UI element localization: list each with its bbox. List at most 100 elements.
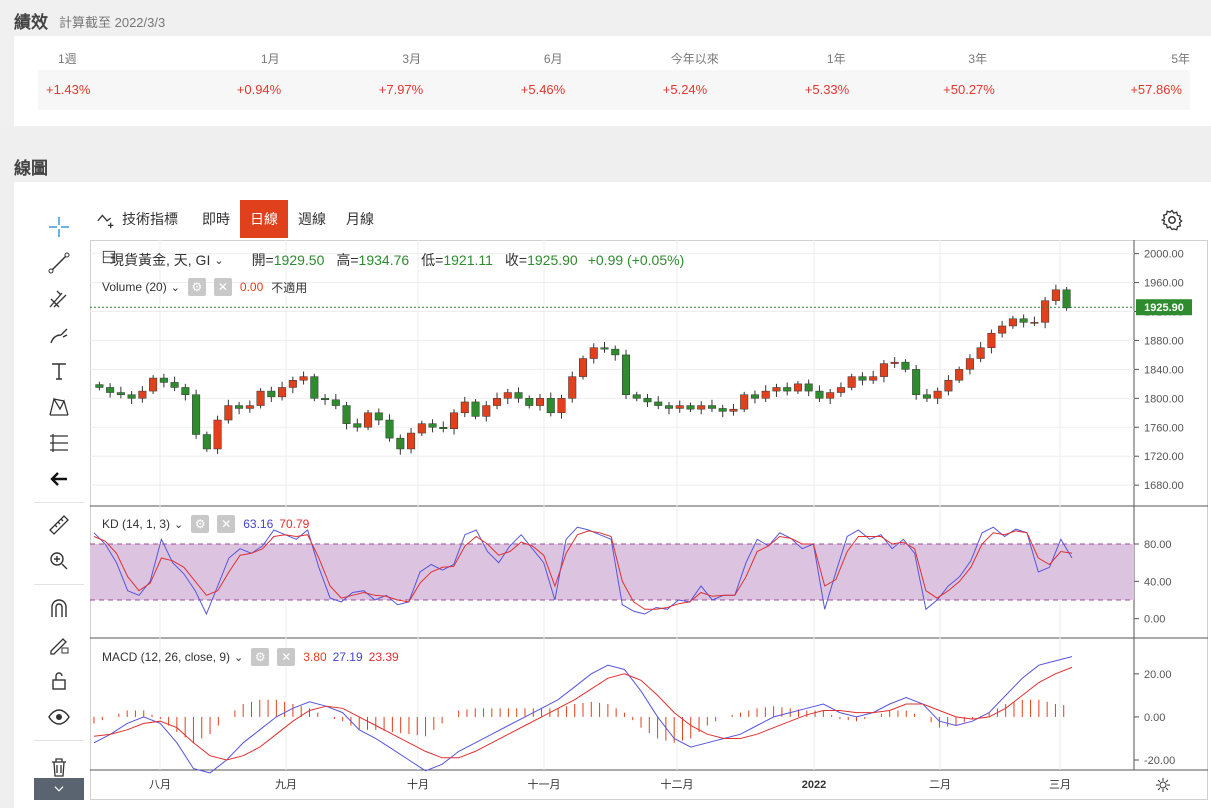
close-icon[interactable]: ✕ — [277, 648, 296, 666]
macd-line — [93, 656, 1073, 774]
period-label: 1月 — [260, 52, 280, 66]
drawing-toolbar — [34, 204, 84, 804]
candle-body — [267, 390, 276, 398]
period-value: +1.43% — [46, 82, 91, 97]
candle-body — [1041, 300, 1050, 323]
candle-body — [213, 419, 222, 450]
zoom-in-icon[interactable] — [46, 548, 72, 574]
indicator-settings-icon[interactable]: ⚙ — [191, 515, 210, 533]
volume-note: 不適用 — [271, 280, 308, 295]
indicator-settings-icon[interactable]: ⚙ — [251, 648, 270, 666]
candle-body — [471, 401, 480, 417]
candle-body — [170, 382, 179, 388]
candle-body — [686, 405, 695, 410]
magnet-icon[interactable] — [46, 596, 72, 622]
candle-body — [890, 361, 899, 364]
chart-settings-button[interactable] — [1160, 208, 1184, 232]
chevron-down-icon[interactable]: ⌄ — [234, 651, 244, 664]
eye-icon[interactable] — [46, 704, 72, 730]
candle-body — [181, 387, 190, 395]
period-label: 1年 — [826, 52, 846, 66]
back-arrow-icon[interactable] — [46, 466, 72, 492]
candle-body — [772, 387, 781, 392]
last-price-tag — [1136, 299, 1192, 316]
y-tick-label: 80.00 — [1144, 539, 1172, 551]
interval-daily-button[interactable]: 日線 — [240, 200, 288, 238]
lock-drawing-icon[interactable] — [46, 632, 72, 658]
kd-band — [90, 544, 1134, 600]
chart-area[interactable]: 八月九月十月十一月十二月2022二月三月2000.001960.001920.0… — [90, 240, 1208, 800]
brush-icon[interactable] — [46, 322, 72, 348]
candle-body — [944, 379, 953, 392]
pattern-icon[interactable] — [46, 394, 72, 420]
toolbar-scroll-down-button[interactable] — [34, 778, 84, 800]
interval-weekly-button[interactable]: 週線 — [298, 211, 326, 227]
chart-canvas[interactable]: 八月九月十月十一月十二月2022二月三月2000.001960.001920.0… — [90, 240, 1208, 800]
crosshair-icon[interactable] — [46, 214, 72, 240]
time-axis-settings-icon[interactable] — [1156, 778, 1170, 792]
candle-body — [342, 405, 351, 424]
candle-body — [643, 398, 652, 403]
candle-body — [127, 394, 136, 399]
candle-body — [654, 401, 663, 406]
macd-name[interactable]: MACD (12, 26, close, 9) — [102, 650, 231, 664]
period-value: +5.46% — [520, 82, 566, 97]
high-value: 1934.76 — [358, 252, 410, 268]
indicator-settings-icon[interactable]: ⚙ — [187, 278, 206, 296]
candle-body — [578, 358, 588, 377]
candle-body — [525, 398, 534, 406]
candle-body — [847, 376, 856, 388]
candle-body — [729, 408, 738, 412]
candle-body — [245, 405, 254, 409]
chevron-down-icon[interactable]: ⌄ — [174, 518, 184, 531]
kd-name[interactable]: KD (14, 1, 3) — [102, 517, 171, 531]
candle-body — [632, 394, 641, 399]
fib-retracement-icon[interactable] — [46, 430, 72, 456]
candle-body — [1019, 318, 1028, 323]
chart-frame — [90, 240, 1208, 800]
open-value: 1929.50 — [273, 252, 325, 268]
candle-body — [450, 412, 459, 429]
toolbar-divider — [34, 740, 84, 741]
candle-body — [535, 398, 545, 406]
candle-body — [804, 383, 813, 392]
candle-body — [740, 394, 749, 410]
interval-realtime-button[interactable]: 即時 — [202, 211, 230, 227]
text-tool-icon[interactable] — [46, 358, 72, 384]
trend-line-icon[interactable] — [46, 250, 72, 276]
last-price-label: 1925.90 — [1144, 302, 1184, 314]
chevron-down-icon[interactable]: ⌄ — [170, 281, 180, 294]
candle-body — [106, 387, 115, 393]
candle-body — [353, 423, 362, 428]
candle-body — [310, 376, 319, 399]
kd-legend: KD (14, 1, 3) ⌄ ⚙ ✕ 63.16 70.79 — [102, 515, 309, 533]
candle-body — [557, 398, 566, 414]
candle-body — [1008, 318, 1017, 327]
ruler-icon[interactable] — [46, 512, 72, 538]
performance-section: 績效 計算截至 2022/3/3 1週 1月 3月 6月 今年以來 1年 3年 … — [0, 0, 1211, 128]
performance-subtitle: 計算截至 2022/3/3 — [59, 15, 166, 30]
symbol-label[interactable]: 現貨黃金, 天, GI — [110, 252, 211, 268]
candle-body — [922, 394, 931, 399]
candle-body — [826, 392, 835, 399]
candle-body — [439, 427, 448, 429]
change-value: +0.99 (+0.05%) — [587, 252, 685, 268]
indicators-button[interactable]: 技術指標 — [96, 208, 178, 230]
close-icon[interactable]: ✕ — [213, 278, 232, 296]
high-label: 高= — [336, 252, 359, 268]
y-tick-label: 40.00 — [1144, 576, 1172, 588]
trash-icon[interactable] — [46, 754, 72, 780]
chart-toolbar: 技術指標 即時 日線 週線 月線 — [96, 200, 384, 238]
volume-name[interactable]: Volume (20) — [102, 280, 167, 294]
chevron-down-icon[interactable]: ⌄ — [214, 254, 224, 267]
x-tick-label: 十二月 — [661, 777, 694, 791]
unlock-icon[interactable] — [46, 668, 72, 694]
pitchfork-icon[interactable] — [46, 286, 72, 312]
close-icon[interactable]: ✕ — [217, 515, 236, 533]
kd-k-value: 63.16 — [243, 517, 274, 531]
collapse-legend-icon[interactable] — [102, 250, 116, 264]
candle-body — [235, 405, 244, 409]
interval-monthly-button[interactable]: 月線 — [346, 211, 374, 227]
x-tick-label: 九月 — [275, 778, 297, 791]
candle-body — [815, 390, 824, 399]
